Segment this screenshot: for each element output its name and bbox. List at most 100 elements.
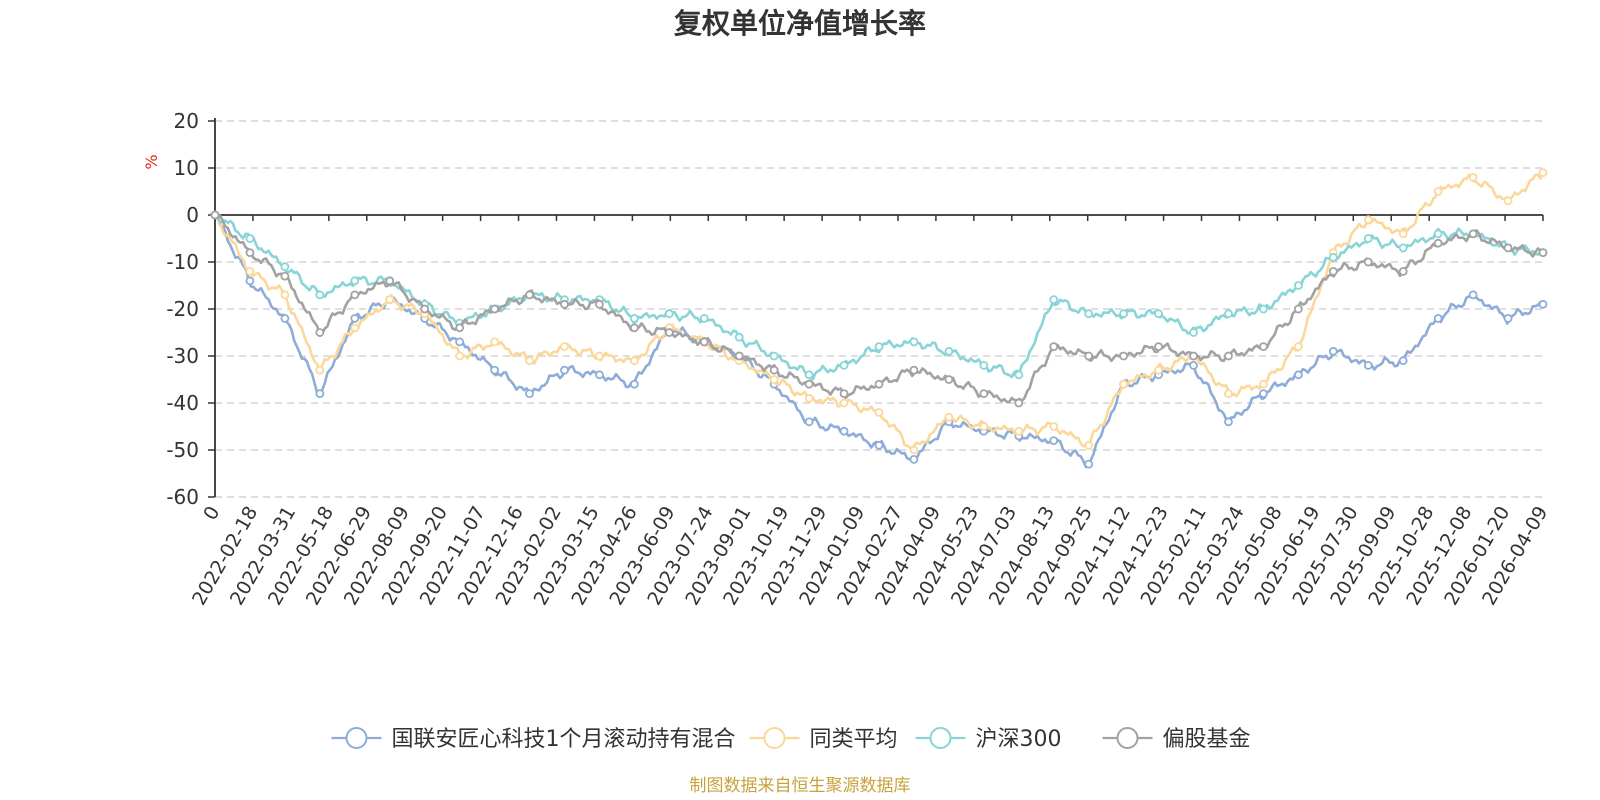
data-point — [420, 304, 430, 314]
data-point — [1189, 328, 1198, 337]
data-point — [1259, 379, 1268, 389]
data-point — [1119, 379, 1129, 389]
data-point — [1398, 229, 1408, 239]
data-point — [1084, 440, 1094, 450]
data-point — [909, 445, 919, 455]
data-point — [874, 407, 884, 417]
y-tick-label: -60 — [166, 485, 199, 509]
data-point — [804, 417, 814, 427]
data-point — [1468, 229, 1478, 239]
legend-item[interactable]: 同类平均 — [749, 727, 898, 752]
data-point — [280, 313, 290, 323]
data-point — [560, 342, 569, 352]
data-point — [1398, 243, 1408, 253]
legend-label: 沪深300 — [976, 727, 1062, 752]
data-point — [629, 379, 639, 389]
data-point — [1154, 309, 1163, 319]
y-tick-label: -50 — [166, 438, 199, 462]
data-point — [1049, 436, 1059, 446]
data-point — [979, 389, 989, 399]
legend-item[interactable]: 偏股基金 — [1102, 727, 1251, 752]
data-point — [839, 360, 849, 370]
data-point — [315, 389, 325, 399]
data-point — [1328, 266, 1338, 276]
data-point — [1328, 346, 1338, 356]
data-point — [595, 299, 604, 309]
legend-circle-icon — [763, 727, 786, 749]
data-point — [944, 346, 954, 356]
data-point — [979, 360, 989, 370]
data-point — [1503, 243, 1513, 253]
data-point — [769, 351, 779, 361]
legend-label: 偏股基金 — [1163, 727, 1251, 752]
data-point — [804, 370, 814, 380]
data-point — [874, 440, 884, 450]
y-tick-label: -40 — [166, 391, 199, 415]
data-point — [455, 323, 465, 333]
data-point — [909, 454, 919, 464]
data-point — [560, 365, 569, 375]
data-point — [1293, 281, 1303, 290]
data-point — [595, 351, 604, 361]
data-point — [1224, 351, 1233, 361]
data-point — [1433, 238, 1443, 248]
data-point — [1468, 172, 1478, 182]
legend-item[interactable]: 沪深300 — [915, 727, 1062, 752]
legend-circle-icon — [1116, 727, 1139, 749]
data-point — [1259, 304, 1268, 314]
data-point — [769, 375, 779, 384]
data-point — [664, 328, 674, 337]
data-point — [1538, 299, 1548, 309]
data-point — [1049, 342, 1059, 352]
series-1 — [210, 168, 1548, 455]
data-point — [525, 356, 534, 366]
data-point — [944, 412, 954, 422]
data-point — [734, 351, 744, 361]
data-point — [1049, 295, 1059, 305]
data-point — [629, 313, 639, 323]
data-point — [979, 422, 989, 431]
data-point — [944, 375, 954, 384]
data-point — [245, 248, 255, 258]
data-point — [1293, 304, 1303, 314]
data-point — [1433, 229, 1443, 239]
data-point — [1468, 290, 1478, 300]
data-point — [1224, 389, 1233, 399]
data-point — [350, 290, 360, 300]
y-tick-label: 0 — [186, 203, 199, 227]
data-point — [560, 299, 569, 309]
data-point — [1224, 309, 1233, 319]
data-point — [385, 276, 395, 286]
data-point — [245, 276, 255, 286]
series-group — [210, 168, 1548, 469]
data-point — [1014, 426, 1024, 436]
y-tick-label: -10 — [166, 250, 199, 274]
data-point — [804, 393, 814, 403]
data-point — [525, 389, 534, 399]
data-point — [350, 276, 360, 286]
data-point — [1293, 370, 1303, 380]
y-tick-label: -20 — [166, 297, 199, 321]
data-point — [210, 210, 220, 220]
data-point — [874, 342, 884, 352]
data-point — [1154, 342, 1163, 352]
data-point — [1049, 422, 1059, 431]
data-point — [664, 309, 674, 319]
data-point — [909, 337, 919, 347]
data-point — [629, 356, 639, 366]
data-point — [1119, 351, 1129, 361]
legend: 国联安匠心科技1个月滚动持有混合 同类平均 沪深300 偏股基金 — [331, 727, 1251, 752]
data-point — [1084, 351, 1094, 361]
data-point — [490, 304, 499, 314]
data-point — [490, 365, 499, 375]
data-point — [1224, 417, 1233, 427]
data-point — [769, 365, 779, 375]
data-point — [1084, 459, 1094, 469]
data-point — [280, 271, 290, 281]
data-point — [1363, 360, 1373, 370]
data-point — [699, 313, 709, 323]
legend-item[interactable]: 国联安匠心科技1个月滚动持有混合 — [331, 727, 736, 752]
data-point — [350, 313, 360, 323]
data-point — [455, 351, 465, 361]
data-point — [839, 398, 849, 408]
